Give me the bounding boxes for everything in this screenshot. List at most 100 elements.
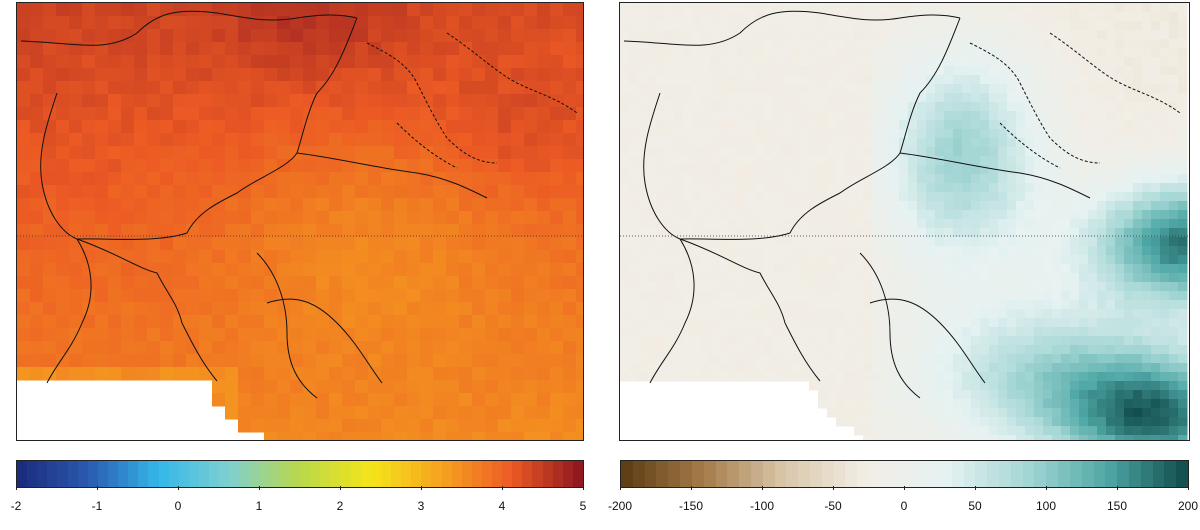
precipitation-cell (890, 399, 900, 409)
temperature-cell (407, 289, 421, 303)
temperature-cell (511, 68, 525, 82)
temperature-cell (264, 16, 278, 30)
precipitation-cell (620, 147, 630, 157)
precipitation-cell (728, 21, 738, 31)
temperature-cell (277, 94, 291, 108)
precipitation-cell (1097, 381, 1107, 391)
precipitation-cell (1178, 111, 1188, 121)
temperature-cell (355, 250, 369, 264)
temperature-cell (394, 159, 408, 173)
precipitation-cell (1160, 138, 1170, 148)
temperature-cell (498, 250, 512, 264)
precipitation-cell (1097, 345, 1107, 355)
temperature-cell (550, 16, 564, 30)
temperature-cell (277, 315, 291, 329)
temperature-cell (17, 289, 31, 303)
precipitation-cell (1106, 435, 1116, 440)
temperature-cell (355, 432, 369, 440)
precipitation-cell (1025, 39, 1035, 49)
temperature-cell (290, 3, 304, 17)
temperature-cell (238, 302, 252, 316)
temperature-cell (277, 198, 291, 212)
temperature-cell (524, 94, 538, 108)
precipitation-cell (674, 147, 684, 157)
precipitation-cell (1052, 183, 1062, 193)
precipitation-cell (647, 120, 657, 130)
temperature-cell (381, 55, 395, 69)
precipitation-cell (620, 273, 630, 283)
temperature-cell (56, 341, 70, 355)
precipitation-cell (998, 174, 1008, 184)
temperature-cell (420, 16, 434, 30)
temperature-cell (381, 224, 395, 238)
precipitation-cell (782, 318, 792, 328)
temperature-cell (134, 367, 148, 381)
precipitation-cell (944, 390, 954, 400)
precipitation-cell (1025, 102, 1035, 112)
temperature-cell (550, 302, 564, 316)
temperature-cell (485, 120, 499, 134)
temperature-colorbar-segment (178, 461, 190, 487)
temperature-cell (147, 263, 161, 277)
precipitation-cell (854, 57, 864, 67)
temperature-cell (472, 328, 486, 342)
temperature-cell (524, 406, 538, 420)
temperature-cell (563, 68, 577, 82)
precipitation-cell (1007, 246, 1017, 256)
temperature-colorbar-tick-label: 5 (579, 499, 587, 513)
temperature-cell (316, 29, 330, 43)
precipitation-cell (746, 48, 756, 58)
precipitation-cell (1043, 120, 1053, 130)
temperature-cell (537, 120, 551, 134)
precipitation-cell (1115, 246, 1125, 256)
precipitation-cell (899, 327, 909, 337)
precipitation-cell (854, 282, 864, 292)
precipitation-cell (791, 336, 801, 346)
precipitation-cell (1061, 309, 1071, 319)
precipitation-cell (809, 363, 819, 373)
temperature-cell (524, 16, 538, 30)
precipitation-cell (953, 57, 963, 67)
precipitation-cell (1034, 66, 1044, 76)
precipitation-cell (1151, 210, 1161, 220)
precipitation-cell (926, 309, 936, 319)
precipitation-cell (1178, 246, 1188, 256)
temperature-cell (563, 159, 577, 173)
temperature-cell (121, 55, 135, 69)
precipitation-cell (638, 3, 648, 13)
precipitation-cell (1124, 228, 1134, 238)
temperature-cell (17, 263, 31, 277)
temperature-cell (342, 224, 356, 238)
precipitation-cell (1106, 417, 1116, 427)
precipitation-cell (800, 66, 810, 76)
precipitation-cell (656, 3, 666, 13)
precipitation-cell (818, 84, 828, 94)
precipitation-cell (701, 282, 711, 292)
temperature-cell (82, 198, 96, 212)
precipitation-cell (890, 102, 900, 112)
precipitation-cell (1016, 219, 1026, 229)
precipitation-cell (1097, 435, 1107, 440)
temperature-cell (290, 29, 304, 43)
temperature-cell (355, 198, 369, 212)
temperature-cell (290, 55, 304, 69)
precipitation-cell (1025, 408, 1035, 418)
precipitation-cell (899, 165, 909, 175)
precipitation-cell (1052, 57, 1062, 67)
precipitation-cell (791, 201, 801, 211)
precipitation-colorbar-segment (857, 461, 870, 487)
precipitation-cell (1079, 264, 1089, 274)
temperature-cell (316, 159, 330, 173)
precipitation-cell (1124, 201, 1134, 211)
temperature-cell (186, 211, 200, 225)
precipitation-cell (665, 345, 675, 355)
precipitation-cell (1061, 381, 1071, 391)
precipitation-cell (845, 273, 855, 283)
temperature-cell (199, 250, 213, 264)
temperature-cell (225, 380, 239, 394)
precipitation-colorbar-tick (1188, 486, 1189, 490)
temperature-cell (277, 367, 291, 381)
temperature-cell (56, 185, 70, 199)
precipitation-cell (872, 354, 882, 364)
precipitation-cell (881, 363, 891, 373)
